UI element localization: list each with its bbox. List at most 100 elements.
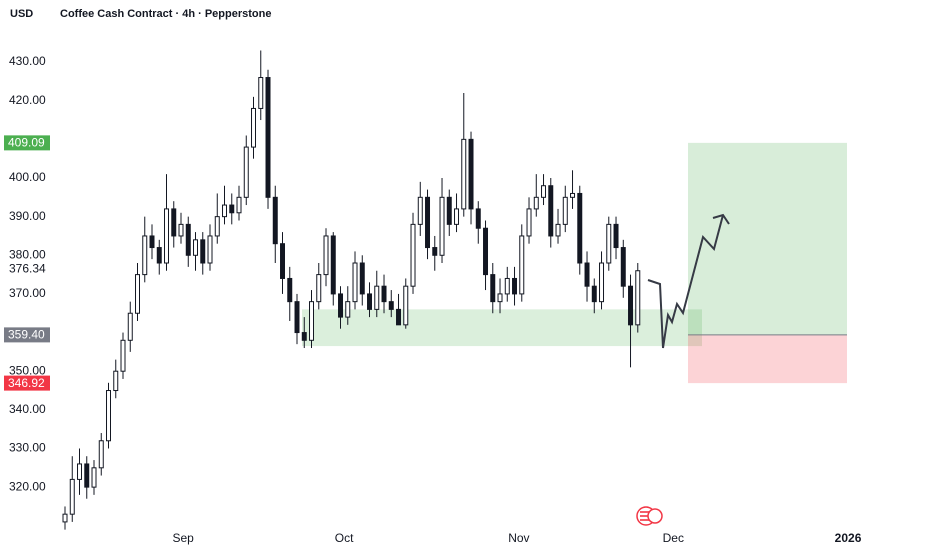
candle-body: [113, 370, 119, 392]
stop-zone: [688, 334, 847, 384]
candle-body: [599, 262, 605, 303]
stop-label: 346.92: [8, 376, 45, 390]
y-tick-label: 340.00: [9, 402, 46, 416]
y-tick-label: 380.00: [9, 247, 46, 261]
x-tick-label: 2026: [835, 531, 862, 545]
candle-body: [541, 185, 547, 198]
candle-body: [367, 293, 373, 310]
candle-body: [381, 285, 387, 303]
candle-body: [294, 301, 300, 334]
candle-body: [628, 285, 634, 326]
candle-body: [69, 478, 75, 515]
currency: USD: [10, 8, 33, 20]
candle-body: [127, 312, 133, 341]
candle-body: [613, 223, 619, 249]
y-tick-label: 350.00: [9, 363, 46, 377]
candle-body: [62, 513, 68, 523]
candle-body: [417, 196, 423, 225]
candle-body: [584, 262, 590, 287]
candle-body: [330, 235, 336, 295]
candle-body: [149, 235, 155, 249]
candle-body: [287, 277, 293, 303]
y-tick-label: 400.00: [9, 170, 46, 184]
support-zone: [302, 309, 702, 347]
candle-body: [519, 235, 525, 295]
candle-body: [359, 262, 365, 295]
candle-body: [193, 239, 199, 256]
chart-title: Coffee Cash Contract · 4h · Pepperstone: [60, 8, 271, 20]
candle-body: [120, 339, 126, 372]
candle-body: [374, 285, 380, 310]
candle-body: [388, 301, 394, 310]
target-label-bg: [4, 135, 50, 151]
candle-body: [309, 301, 315, 341]
y-tick-label: 430.00: [9, 54, 46, 68]
candle-body: [272, 196, 278, 245]
candle-body: [526, 208, 532, 237]
y-tick-label: 370.00: [9, 286, 46, 300]
candle-body: [236, 196, 242, 214]
candle-body: [555, 223, 561, 237]
candle-body: [432, 247, 438, 256]
candle-body: [490, 274, 496, 303]
candle-body: [84, 463, 90, 488]
candle-body: [156, 247, 162, 264]
y-tick-label: 320.00: [9, 479, 46, 493]
candle-body: [461, 138, 467, 210]
candle-body: [135, 274, 141, 314]
candle-body: [106, 390, 112, 442]
x-tick-label: Dec: [663, 531, 684, 545]
candle-body: [468, 138, 474, 210]
candle-body: [606, 223, 612, 264]
candle-body: [142, 235, 148, 276]
target-label: 409.09: [8, 136, 45, 150]
projection-path: [647, 214, 724, 349]
candle-body: [577, 192, 583, 264]
candle-body: [548, 185, 554, 237]
candle-body: [504, 277, 510, 295]
candle-body: [258, 77, 264, 109]
x-tick-label: Sep: [173, 531, 195, 545]
candle-body: [439, 196, 445, 256]
candle-body: [200, 239, 206, 264]
y-tick-label: 390.00: [9, 209, 46, 223]
candle-body: [497, 293, 503, 303]
candle-body: [338, 293, 344, 318]
candle-body: [251, 107, 257, 148]
candle-body: [214, 216, 220, 237]
candle-body: [562, 196, 568, 225]
x-tick-label: Nov: [508, 531, 529, 545]
candle-body: [323, 235, 329, 276]
candle-body: [533, 196, 539, 210]
candle-body: [620, 247, 626, 287]
candle-body: [178, 223, 184, 237]
candle-body: [301, 332, 307, 341]
entry-label-bg: [4, 327, 50, 343]
last-price-label: 376.34: [9, 262, 46, 276]
candle-body: [280, 243, 286, 279]
candle-body: [410, 223, 416, 287]
candle-body: [591, 285, 597, 303]
candle-body: [352, 262, 358, 303]
candle-body: [77, 463, 82, 480]
candle-body: [345, 301, 351, 318]
projection-arrowhead: [712, 213, 730, 225]
candle-body: [171, 208, 177, 237]
candle-body: [403, 285, 409, 326]
candle-body: [512, 277, 518, 295]
candle-body: [475, 208, 481, 229]
stop-label-bg: [4, 375, 50, 391]
candle-body: [316, 274, 322, 303]
y-tick-label: 420.00: [9, 93, 46, 107]
y-tick-label: 330.00: [9, 441, 46, 455]
candle-body: [207, 235, 213, 264]
candle-body: [222, 204, 228, 218]
candle-body: [635, 270, 641, 326]
candle-body: [243, 146, 249, 198]
candle-body: [164, 208, 170, 264]
flag-icon: [636, 506, 663, 526]
candle-body: [265, 77, 271, 198]
candle-body: [229, 204, 235, 214]
candle-body: [454, 208, 460, 225]
